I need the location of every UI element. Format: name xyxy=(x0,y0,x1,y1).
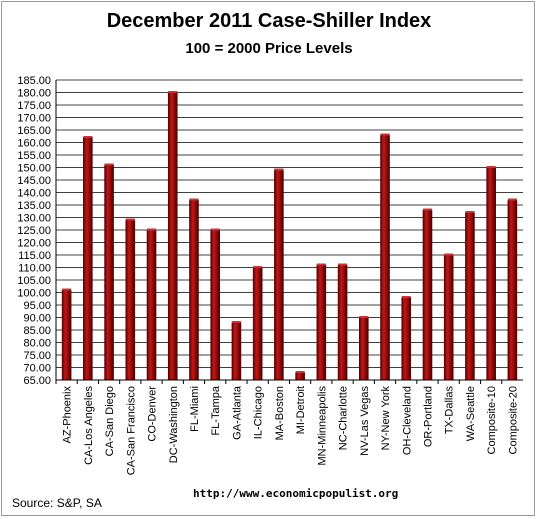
bar-cap xyxy=(83,136,93,138)
bar-cap xyxy=(295,371,305,373)
bar-cap xyxy=(486,166,496,168)
bar-cap xyxy=(401,296,411,298)
y-tick-label: 125.00 xyxy=(17,225,51,237)
y-tick-label: 175.00 xyxy=(17,100,51,112)
bar-cap xyxy=(210,228,220,231)
x-tick-label: IL-Chicago xyxy=(253,386,265,439)
y-tick-label: 85.00 xyxy=(23,325,51,337)
x-tick-label: NV-Las Vegas xyxy=(359,386,371,456)
x-tick-label: MN-Minneapolis xyxy=(316,386,328,466)
bar-cap xyxy=(104,163,114,166)
y-tick-label: 80.00 xyxy=(23,338,51,350)
source-url: http://www.economicpopulist.org xyxy=(193,487,399,500)
bar xyxy=(507,199,518,381)
y-tick-label: 135.00 xyxy=(17,200,51,212)
bar xyxy=(61,289,72,381)
bar-cap xyxy=(465,211,475,213)
x-tick-label: WA-Seattle xyxy=(465,386,477,441)
bar xyxy=(337,264,348,381)
bar xyxy=(401,297,412,381)
y-tick-label: 165.00 xyxy=(17,125,51,137)
x-tick-label: MI-Detroit xyxy=(295,386,307,434)
bar xyxy=(210,229,221,381)
x-tick-label: FL-Miami xyxy=(189,386,201,432)
bar xyxy=(358,317,369,381)
y-tick-label: 95.00 xyxy=(23,300,51,312)
bar-cap xyxy=(444,253,454,256)
y-tick-label: 75.00 xyxy=(23,350,51,362)
x-tick-label: CO-Denver xyxy=(147,386,159,442)
y-tick-label: 150.00 xyxy=(17,163,51,175)
bar-cap xyxy=(147,228,157,231)
x-tick-label: Composite-20 xyxy=(507,386,519,454)
x-tick-label: TX-Dallas xyxy=(444,386,456,435)
bar-cap xyxy=(189,198,199,201)
bar xyxy=(189,199,199,381)
bar-cap xyxy=(231,321,241,323)
bar xyxy=(252,267,263,381)
source-note: Source: S&P, SA xyxy=(12,496,102,510)
y-tick-label: 145.00 xyxy=(17,175,51,187)
y-tick-label: 140.00 xyxy=(17,188,51,200)
chart-subtitle: 100 = 2000 Price Levels xyxy=(185,40,353,57)
bar-cap xyxy=(253,266,263,268)
x-tick-label: CA-San Francisco xyxy=(125,386,137,475)
bar xyxy=(295,372,305,381)
x-tick-label: OR-Portland xyxy=(422,386,434,447)
bar xyxy=(83,137,93,381)
x-tick-label: Composite-10 xyxy=(486,386,498,454)
x-tick-label: NC-Charlotte xyxy=(338,386,350,450)
bar-cap xyxy=(62,288,72,291)
y-tick-label: 185.00 xyxy=(17,75,51,87)
bar xyxy=(274,169,284,381)
y-tick-label: 90.00 xyxy=(23,313,51,325)
x-tick-label: CA-Los Angeles xyxy=(83,386,95,465)
bar xyxy=(486,167,496,381)
bar xyxy=(125,219,136,381)
bar xyxy=(104,164,114,381)
bar-cap xyxy=(274,168,284,171)
y-tick-label: 110.00 xyxy=(18,263,51,275)
bar xyxy=(167,92,178,381)
y-tick-label: 65.00 xyxy=(23,375,51,387)
bar-cap xyxy=(422,208,432,211)
bar xyxy=(465,212,475,381)
y-tick-label: 105.00 xyxy=(17,275,51,287)
y-tick-label: 160.00 xyxy=(17,138,51,150)
y-tick-label: 70.00 xyxy=(23,363,51,375)
x-tick-label: AZ-Phoenix xyxy=(62,386,74,444)
bar-cap xyxy=(316,263,326,266)
bar-cap xyxy=(168,91,178,93)
bar-cap xyxy=(380,133,390,136)
y-tick-label: 170.00 xyxy=(17,113,51,125)
bar xyxy=(380,134,390,381)
bar xyxy=(316,264,327,381)
y-tick-label: 115.00 xyxy=(18,250,51,262)
y-tick-label: 120.00 xyxy=(17,238,51,250)
bar xyxy=(231,322,242,381)
x-tick-label: FL-Tampa xyxy=(210,385,222,435)
bar xyxy=(443,254,454,381)
y-tick-label: 130.00 xyxy=(17,213,51,225)
bar xyxy=(146,229,157,381)
bar-cap xyxy=(359,316,369,318)
x-tick-label: OH-Cleveland xyxy=(401,386,413,455)
x-tick-label: MA-Boston xyxy=(274,386,286,440)
bar-cap xyxy=(507,198,517,201)
x-tick-label: GA-Atlanta xyxy=(231,385,243,440)
bar-cap xyxy=(338,263,348,266)
bar xyxy=(422,209,433,381)
chart-title: December 2011 Case-Shiller Index xyxy=(106,10,432,32)
bar-cap xyxy=(125,218,135,221)
x-tick-label: DC-Washington xyxy=(168,386,180,463)
y-tick-label: 100.00 xyxy=(17,288,51,300)
x-tick-label: NY-New York xyxy=(380,386,392,451)
y-tick-label: 155.00 xyxy=(17,150,51,162)
x-tick-label: CA-San Diego xyxy=(104,386,116,456)
y-tick-label: 180.00 xyxy=(17,88,51,100)
